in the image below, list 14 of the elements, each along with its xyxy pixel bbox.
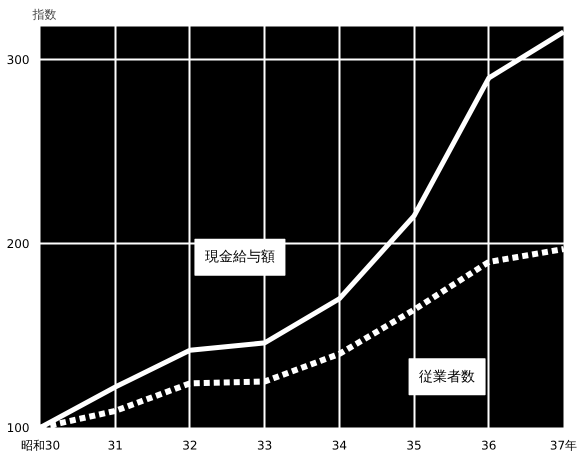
x-tick-label: 31 xyxy=(108,438,123,452)
x-tick-label: 36 xyxy=(481,438,496,452)
x-tick-label: 35 xyxy=(406,438,422,452)
x-tick-label: 37年 xyxy=(550,438,578,452)
y-tick-label: 100 xyxy=(6,421,30,435)
x-tick-label: 34 xyxy=(332,438,348,452)
text: 従業者数 xyxy=(419,368,476,385)
y-tick-label: 300 xyxy=(6,53,30,68)
x-tick-label: 33 xyxy=(257,438,272,452)
y-axis-title: 指数 xyxy=(32,8,56,22)
text: 現金給与額 xyxy=(204,249,275,266)
x-tick-label: 昭和30 xyxy=(20,438,60,452)
x-tick-label: 32 xyxy=(182,438,198,452)
y-tick-label: 200 xyxy=(6,237,30,252)
